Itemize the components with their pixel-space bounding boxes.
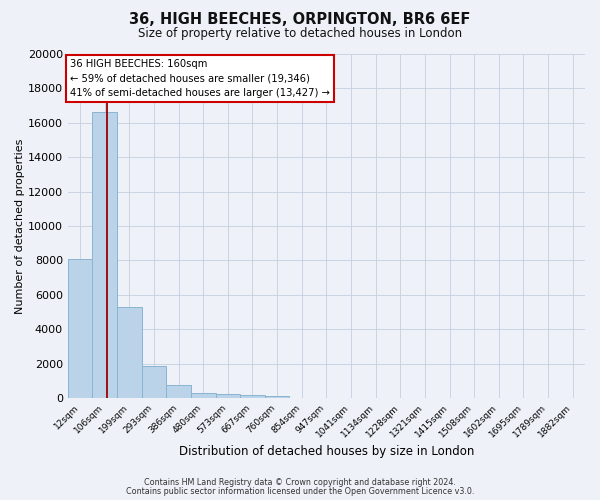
- Bar: [92, 112, 117, 398]
- Text: Size of property relative to detached houses in London: Size of property relative to detached ho…: [138, 28, 462, 40]
- Text: 36, HIGH BEECHES, ORPINGTON, BR6 6EF: 36, HIGH BEECHES, ORPINGTON, BR6 6EF: [130, 12, 470, 28]
- Bar: [117, 307, 142, 398]
- Bar: [142, 366, 166, 398]
- Bar: [68, 258, 92, 398]
- X-axis label: Distribution of detached houses by size in London: Distribution of detached houses by size …: [179, 444, 474, 458]
- Bar: [166, 385, 191, 398]
- Bar: [265, 396, 289, 398]
- Bar: [240, 395, 265, 398]
- Text: 36 HIGH BEECHES: 160sqm
← 59% of detached houses are smaller (19,346)
41% of sem: 36 HIGH BEECHES: 160sqm ← 59% of detache…: [70, 59, 330, 98]
- Bar: [191, 393, 215, 398]
- Y-axis label: Number of detached properties: Number of detached properties: [15, 138, 25, 314]
- Bar: [215, 394, 240, 398]
- Text: Contains public sector information licensed under the Open Government Licence v3: Contains public sector information licen…: [126, 487, 474, 496]
- Text: Contains HM Land Registry data © Crown copyright and database right 2024.: Contains HM Land Registry data © Crown c…: [144, 478, 456, 487]
